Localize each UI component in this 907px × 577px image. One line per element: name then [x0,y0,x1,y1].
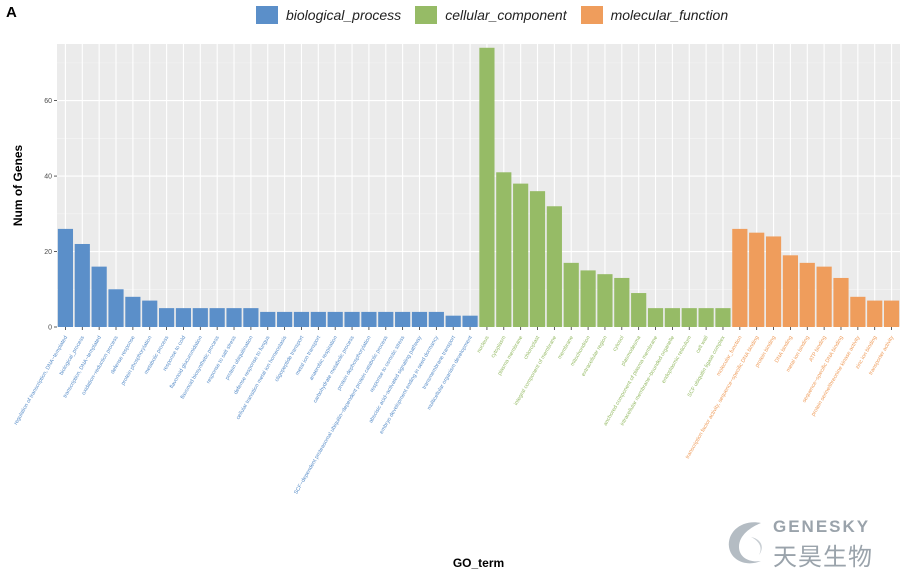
legend-swatch-cellular-component [415,6,438,24]
bar-oxidation-reduction-process [108,289,124,327]
bar-cytosol [614,277,630,327]
legend-item-molecular-function: molecular_function [580,6,729,24]
x-tick-label: flavonoid glucuronidation [169,335,204,390]
bar-cellular-transition-metal-ion-homeostasis [277,311,293,327]
x-tick-label: membrane [557,335,575,360]
legend-item-cellular-component: cellular_component [415,6,567,24]
x-tick-label: protein phosphorylation [120,335,153,387]
watermark-text-cn: 天昊生物 [773,543,873,571]
bar-defense-response [125,296,141,327]
panel-label: A [6,4,17,21]
bar-mitochondrion [580,270,596,327]
y-axis-title: Num of Genes [11,145,25,227]
bar-response-to-osmotic-stress [395,311,411,327]
bar-protein-dephosphorylation [361,311,377,327]
bar-protein-phosphorylation [142,300,158,327]
y-tick-label: 0 [48,325,52,332]
watermark-logo: GENESKY 天昊生物 [721,515,901,571]
bar-atp-binding [816,266,832,327]
legend-swatch-molecular-function [580,6,603,24]
bar-anchored-component-of-plasma-membrane [647,308,664,327]
bar-multicellular-organism-development [462,315,478,327]
bar-molecular-function [732,228,748,327]
bar-response-to-cold [175,308,192,327]
bar-metal-ion-binding [799,262,815,327]
bar-cell-wall [698,308,714,327]
bar-response-to-salt-stress [226,308,242,327]
x-tick-label: nucleus [476,335,491,354]
bar-scf-dependent-proteasomal-ubiquitin-dependent-protein-catabolic-process [378,311,394,327]
x-tick-label: transcription factor activity, sequence−… [685,335,761,460]
bar-scf-ubiquitin-ligase-complex [715,308,731,327]
x-axis-title: GO_term [453,556,504,570]
bar-transmembrane-transport [445,315,461,327]
bar-chloroplast [529,191,546,327]
legend-label-molecular-function: molecular_function [610,7,729,23]
bar-protein-serine-threonine-kinase-activity [850,296,866,327]
bar-biological-process [74,243,90,327]
bar-nucleus [479,47,495,327]
bar-carbohydrate-metabolic-process [344,311,360,327]
bar-extracellular-region [597,274,613,327]
legend-label-cellular-component: cellular_component [445,7,567,23]
bar-regulation-of-transcription-dna-templated [57,228,74,327]
bar-embryo-development-ending-in-seed-dormancy [428,311,444,327]
y-tick-label: 60 [44,98,52,105]
x-tick-label: cytoplasm [490,335,508,359]
y-tick-label: 20 [44,249,52,256]
x-tick-label: regulation of transcription, DNA−templat… [13,335,69,426]
y-tick-label: 40 [44,174,52,181]
bar-anaerobic-respiration [327,311,343,327]
x-tick-label: cell wall [695,335,710,354]
legend: biological_process cellular_component mo… [256,6,728,24]
bar-defense-response-to-fungus [260,311,276,327]
bar-plasmodesma [631,293,647,327]
bar-integral-component-of-membrane [546,206,562,327]
bar-flavonoid-biosynthetic-process [209,308,225,327]
bar-membrane [563,262,579,327]
bar-plasma-membrane [513,183,529,327]
legend-item-biological-process: biological_process [256,6,401,24]
x-tick-label: cytosol [612,335,626,353]
bar-abscisic-acid-activated-signaling-pathway [411,311,428,327]
legend-swatch-biological-process [256,6,278,24]
bar-metal-ion-transport [310,311,326,327]
bar-intracellular-membrane-bounded-organelle [664,308,680,327]
bar-transcription-factor-activity-sequence-specific-dna-binding [749,232,765,327]
x-tick-label: chloroplast [523,335,541,361]
legend-label-biological-process: biological_process [286,7,402,23]
genesky-logo-icon [728,522,762,564]
bar-protein-binding [765,236,782,327]
bar-oligopeptide-transport [293,311,310,327]
watermark-text-en: GENESKY [773,517,871,536]
bar-flavonoid-glucuronidation [192,308,208,327]
bar-metabolic-process [159,308,175,327]
bar-transcription-dna-templated [91,266,107,327]
bar-protein-ubiquitination [243,308,259,327]
bar-endoplasmic-reticulum [681,308,697,327]
bar-cytoplasm [496,172,512,327]
bar-transporter-activity [883,300,900,327]
bar-dna-binding [782,255,798,327]
bar-zinc-ion-binding [867,300,883,327]
bar-sequence-specific-dna-binding [833,277,849,327]
